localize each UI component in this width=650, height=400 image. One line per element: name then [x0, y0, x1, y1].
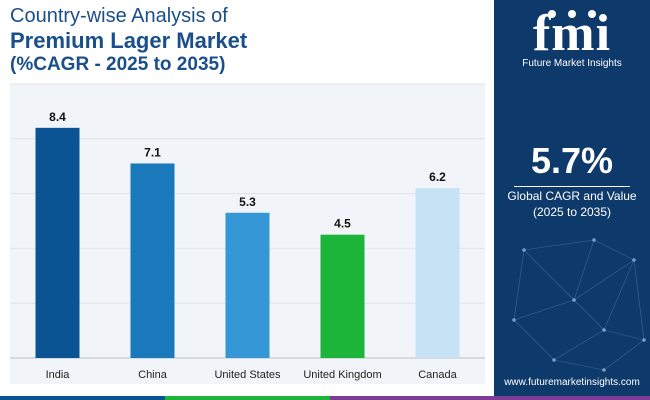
title-line-1: Country-wise Analysis of	[10, 5, 228, 27]
divider	[514, 186, 630, 187]
bottom-color-bar	[0, 396, 650, 400]
bar-chart: 8.4 India 7.1 China 5.3 United States 4.5 Unite…	[10, 83, 485, 381]
bottom-bar-segment	[0, 396, 165, 400]
global-cagr-value: 5.7%	[530, 140, 614, 181]
brand-tagline: Future Market Insights	[522, 58, 622, 69]
x-tick-label: India	[46, 369, 71, 381]
website-link[interactable]: www.futuremarketinsights.com	[504, 377, 640, 388]
data-label: 6.2	[429, 170, 446, 184]
cagr-label-line-2: (2025 to 2035)	[532, 205, 612, 219]
brand-logo: fmi	[532, 5, 612, 62]
bottom-bar-segment	[165, 396, 330, 400]
bottom-bar-segment	[330, 396, 650, 400]
chart-title: Country-wise Analysis of Premium Lager M…	[10, 4, 480, 77]
bar-united-kingdom	[320, 234, 365, 358]
cagr-label-line-1: Global CAGR and Value	[507, 189, 637, 203]
data-label: 5.3	[239, 195, 256, 209]
data-label: 4.5	[334, 217, 351, 231]
logo-dot-icon	[588, 10, 596, 18]
x-tick-label: United States	[214, 369, 281, 381]
title-line-2: Premium Lager Market	[10, 28, 248, 53]
bar-united-states	[225, 212, 270, 358]
logo-dot-icon	[568, 10, 576, 18]
bar-canada	[415, 188, 460, 358]
bar-india	[35, 127, 80, 358]
logo-icons	[548, 10, 596, 18]
x-tick-label: Canada	[418, 369, 457, 381]
logo-dot-icon	[548, 10, 556, 18]
bar-china	[130, 163, 175, 358]
global-cagr-label: Global CAGR and Value (2025 to 2035)	[494, 188, 650, 220]
x-tick-label: China	[138, 369, 168, 381]
data-label: 8.4	[49, 110, 66, 124]
side-panel: fmi Future Market Insights 5.7% Global C…	[494, 0, 650, 400]
network-graphic	[512, 238, 646, 372]
data-label: 7.1	[144, 145, 161, 159]
x-tick-label: United Kingdom	[303, 369, 381, 381]
chart-area: 8.4 India 7.1 China 5.3 United States 4.5 Unite…	[10, 83, 485, 384]
title-line-3: (%CAGR - 2025 to 2035)	[10, 54, 226, 75]
